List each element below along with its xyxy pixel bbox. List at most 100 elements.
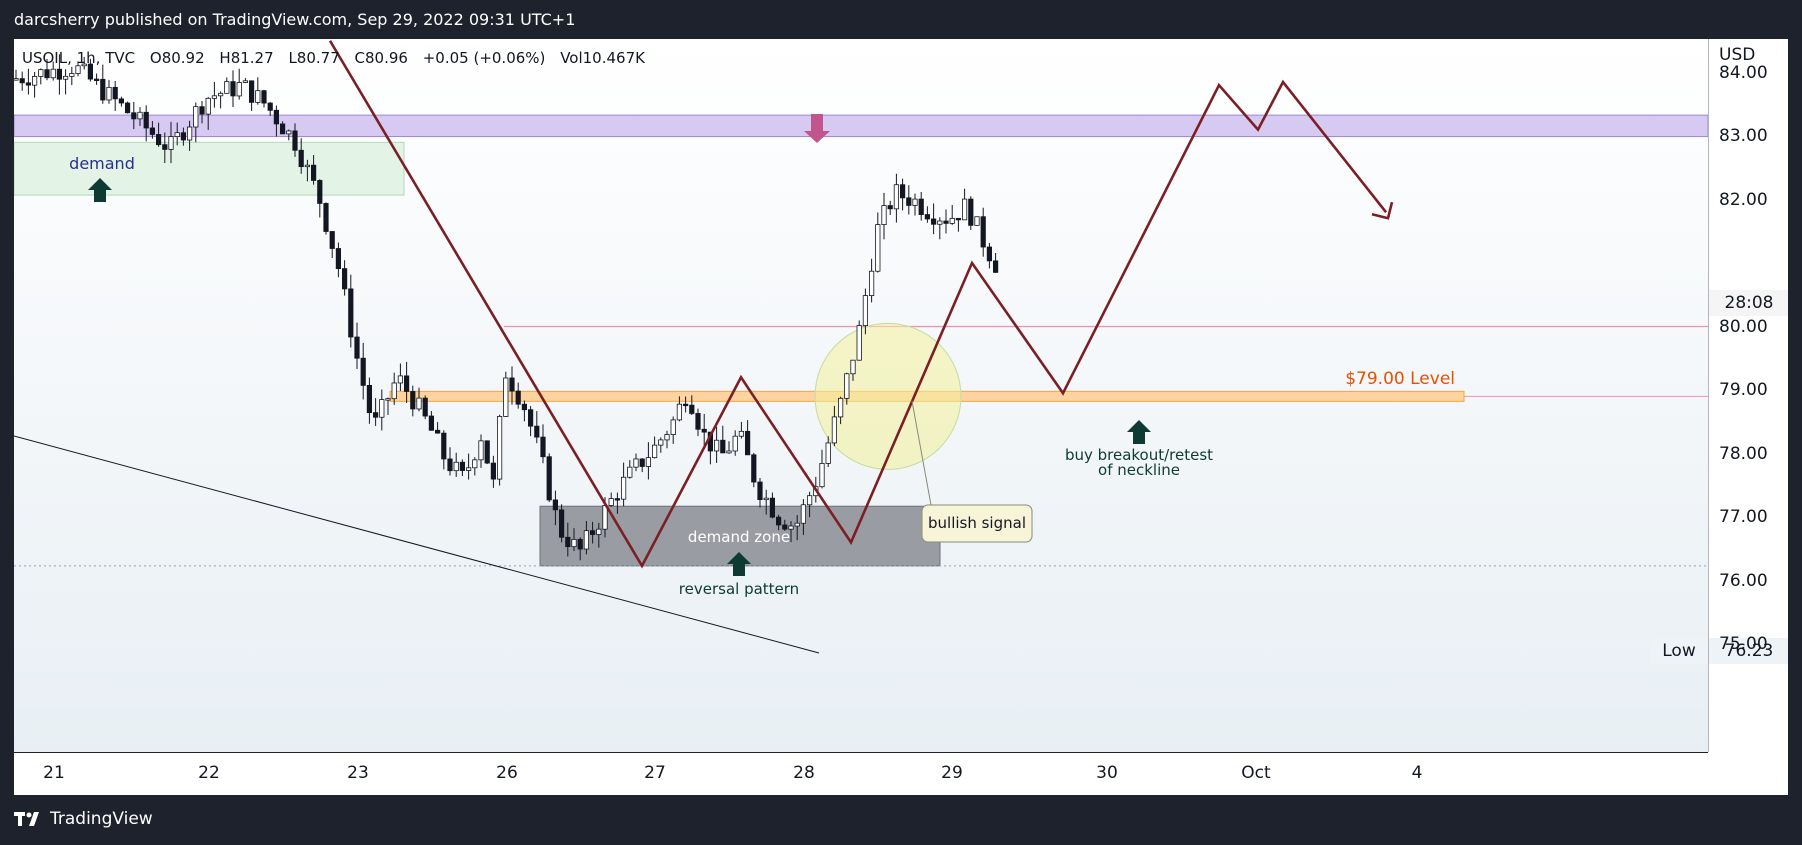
candle-up (478, 440, 484, 461)
candle-down (577, 538, 583, 550)
price-tick: 78.00 (1719, 443, 1768, 464)
publisher-bar: darcsherry published on TradingView.com,… (0, 0, 1802, 39)
tradingview-logo[interactable]: TradingView (14, 809, 153, 829)
time-tick: 22 (198, 763, 220, 783)
candle-down (918, 198, 924, 215)
candle-down (559, 509, 565, 538)
candle-down (955, 217, 962, 221)
candle-up (583, 530, 590, 550)
candle-up (602, 505, 608, 530)
candle-down (776, 516, 782, 526)
chart-svg[interactable]: demand demand zone reversal pattern bullish… (14, 39, 1708, 752)
candle-down (689, 404, 695, 414)
candle-up (937, 220, 943, 225)
candle-down (943, 220, 949, 224)
candle-down (335, 248, 342, 269)
candle-down (428, 415, 435, 431)
candle-down (459, 461, 466, 471)
candle-down (292, 130, 298, 151)
price-axis[interactable]: USD 28:08 Low 76.23 84.00 83.00 82.00 80.00… (1651, 39, 1789, 752)
candle-up (465, 467, 472, 471)
candle-down (87, 63, 93, 80)
candle-up (453, 461, 459, 472)
candle-down (515, 390, 521, 405)
candle-down (310, 164, 317, 181)
time-tick: 4 (1411, 763, 1423, 783)
candle-up (869, 270, 875, 297)
buy-breakout-label-1: buy breakout/retest (1065, 446, 1213, 464)
legend-symbol: USOIL, 1h, TVC (22, 49, 136, 67)
time-axis[interactable]: 21 22 23 26 27 28 29 30 Oct 4 (14, 752, 1708, 796)
candle-down (25, 82, 31, 86)
candle-down (614, 498, 621, 501)
candle-up (831, 416, 838, 444)
up-arrow-demand (88, 178, 112, 202)
candle-down (341, 268, 348, 290)
down-arrow-resistance (804, 114, 830, 143)
legend-low: L80.77 (288, 49, 340, 67)
candle-down (887, 205, 893, 210)
time-tick: 30 (1096, 763, 1118, 783)
candle-up (893, 184, 900, 210)
candle-up (732, 435, 738, 452)
candle-down (422, 397, 428, 417)
candle-up (596, 528, 602, 535)
candle-down (298, 149, 304, 168)
legend-close: C80.96 (354, 49, 408, 67)
candle-down (720, 439, 726, 454)
candle-up (75, 65, 81, 74)
price-tick: 84.00 (1719, 62, 1768, 83)
candle-up (137, 111, 143, 120)
candle-down (434, 429, 441, 434)
candle-down (19, 78, 25, 84)
legend-change: +0.05 (+0.06%) (422, 49, 546, 67)
candle-up (385, 398, 391, 401)
candle-up (800, 504, 807, 524)
candle-down (906, 197, 912, 206)
candle-down (769, 497, 776, 518)
candle-up (627, 466, 633, 478)
candle-down (267, 102, 273, 111)
candle-down (360, 357, 366, 386)
candle-down (279, 123, 286, 135)
footer-brand: TradingView (50, 809, 153, 829)
candle-up (633, 458, 639, 468)
candle-down (180, 132, 186, 141)
candle-up (819, 463, 825, 488)
candle-up (63, 75, 69, 80)
price-tick: 79.00 (1719, 380, 1768, 400)
chart-area[interactable]: demand demand zone reversal pattern bullish… (14, 39, 1708, 752)
axis-corner (1708, 752, 1788, 795)
candle-up (844, 373, 850, 399)
price-tick: 76.00 (1719, 570, 1768, 591)
candle-up (912, 198, 918, 206)
candle-up (69, 73, 75, 77)
low-label: Low (1651, 638, 1707, 664)
candle-up (242, 80, 248, 83)
candle-up (664, 434, 670, 441)
candle-up (850, 359, 856, 375)
candle-up (856, 325, 862, 361)
candle-up (217, 92, 224, 97)
right-edge (1788, 39, 1802, 795)
candle-up (205, 97, 211, 115)
candle-up (949, 217, 955, 224)
up-arrow-buy (1127, 420, 1151, 444)
candle-down (372, 412, 379, 418)
candle-up (571, 538, 577, 548)
candle-down (366, 385, 373, 414)
candle-down (162, 144, 168, 150)
candle-up (714, 439, 720, 452)
price-tick: 83.00 (1719, 126, 1768, 146)
candle-down (552, 499, 559, 511)
candle-down (44, 69, 50, 79)
candle-down (509, 377, 515, 392)
candle-up (974, 216, 980, 226)
level-79-label: $79.00 Level (1345, 369, 1455, 389)
candle-up (379, 399, 385, 418)
candle-down (447, 458, 453, 472)
candle-down (980, 216, 986, 248)
candle-up (211, 95, 217, 99)
time-tick: 28 (793, 763, 815, 783)
candle-down (968, 198, 974, 226)
